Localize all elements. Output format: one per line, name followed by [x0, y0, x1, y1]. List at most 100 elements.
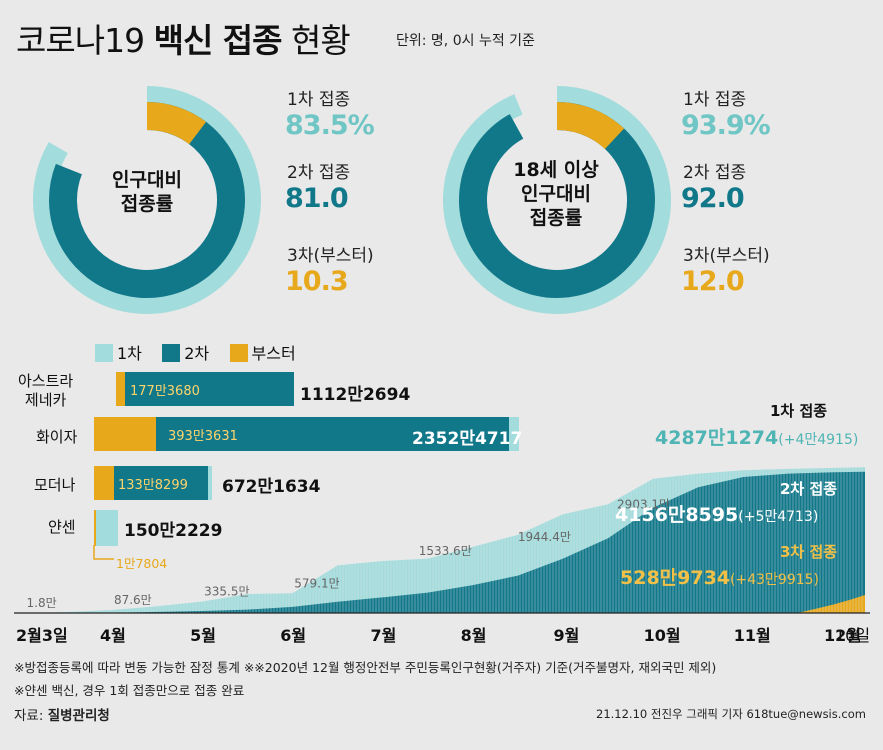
vaccine-3-total: 150만2229 [124, 521, 223, 541]
month-tick-0: 2월3일 [16, 626, 68, 645]
vaccine-0-dose2-bar [116, 372, 294, 406]
month-tick-6: 9월 [553, 626, 580, 645]
month-tick-10: 10일 [835, 626, 871, 645]
annotation-4: 1533.6만 [419, 544, 472, 558]
vaccine-2-total: 672만1634 [222, 477, 321, 497]
legend-booster-text: 부스터 [251, 344, 296, 363]
vaccine-1-dose2-bar [94, 417, 509, 451]
series-dose2-label: 2차 접종 [780, 480, 838, 498]
source: 자료: 질병관리청 [14, 704, 110, 724]
vaccine-1-booster-label: 393만3631 [168, 429, 238, 444]
vaccine-2-booster-bar [94, 466, 114, 500]
area-chart-group: 1.8만 87.6만 335.5만 579.1만 1533.6만 1944.4만 2903.… [14, 450, 870, 614]
month-tick-4: 7월 [370, 626, 397, 645]
ring-1-dose3-value: 12.0 [681, 266, 745, 297]
ring-chart-population [33, 86, 261, 314]
title-part1: 코로나19 [16, 21, 145, 60]
ring-1-dose3-label: 3차(부스터) [683, 246, 770, 266]
ring-1-name2: 인구대비 [521, 183, 591, 205]
month-tick-7: 10월 [643, 626, 681, 645]
title-part3: 현황 [291, 21, 351, 60]
month-tick-1: 4월 [99, 626, 126, 645]
series-dose1-total: 4287만1274 [655, 427, 779, 449]
cumulative-area-chart: 1.8만 87.6만 335.5만 579.1만 1533.6만 1944.4만 2903.… [14, 450, 870, 614]
vaccine-3-name: 얀센 [48, 518, 76, 536]
ring-0-dose3-value: 10.3 [285, 266, 349, 297]
ring-0-title: 인구대비 접종률 [97, 168, 197, 216]
annotation-3: 579.1만 [294, 576, 339, 590]
legend-booster-swatch [229, 344, 248, 362]
vaccine-0-name2: 제네카 [24, 391, 67, 409]
annotation-1: 87.6만 [114, 593, 152, 607]
series-dose2-change: (+5만4713) [738, 509, 819, 525]
ring-1-dose1-arc [443, 86, 671, 314]
vaccine-2-booster-label: 133만8299 [118, 478, 188, 493]
ring-1-dose2-arc [459, 102, 655, 298]
series-dose2-total: 4156만8595 [615, 504, 739, 526]
legend-dose2-text: 2차 [184, 344, 210, 363]
ring-1-dose2-value: 92.0 [681, 183, 745, 214]
series-dose1-summary: 4287만1274(+4만4915) [655, 423, 858, 450]
vaccine-0-name1: 아스트라 [18, 372, 74, 390]
ring-1-booster-arc [556, 102, 625, 150]
title-part2: 백신 접종 [153, 21, 283, 60]
ring-0-dose1-label: 1차 접종 [287, 90, 351, 110]
legend-booster: 부스터 [229, 344, 296, 363]
vaccine-3-booster-bar [94, 510, 96, 546]
vaccine-3-booster-label: 1만7804 [116, 556, 168, 571]
legend-dose1-text: 1차 [117, 344, 142, 363]
month-tick-5: 8월 [460, 626, 487, 645]
ring-0-group [33, 86, 261, 314]
source-name: 질병관리청 [47, 708, 110, 724]
vaccine-2-name: 모더나 [34, 476, 76, 494]
annotation-5: 1944.4만 [518, 530, 571, 544]
legend-dose2-swatch [162, 344, 181, 362]
series-dose3-summary: 528만9734(+43만9915) [620, 563, 819, 590]
credit: 21.12.10 전진우 그래픽 기자 618tue@newsis.com [596, 707, 866, 721]
ring-1-name: 18세 이상 [513, 159, 599, 181]
month-tick-3: 6월 [280, 626, 307, 645]
series-dose1-label: 1차 접종 [770, 402, 828, 420]
footnote-1: ※방접종등록에 따라 변동 가능한 잠정 통계 ※※2020년 12월 행정안전… [14, 660, 717, 675]
annotation-6: 2903.1만 [617, 497, 670, 511]
unit-note: 단위: 명, 0시 누적 기준 [396, 33, 535, 49]
vaccine-3-leader-line [93, 545, 114, 560]
ring-0-dose1-arc [33, 86, 261, 314]
footnote-2: ※얀센 백신, 경우 1회 접종만으로 접종 완료 [14, 683, 245, 698]
annotation-0: 1.8만 [27, 596, 57, 610]
vaccine-0-booster-bar [116, 372, 125, 406]
legend-dose1-swatch [95, 344, 113, 362]
month-tick-8: 11월 [733, 626, 771, 645]
annotation-2: 335.5만 [204, 585, 249, 599]
legend-dose2: 2차 [162, 344, 209, 363]
vaccine-1-booster-bar [94, 417, 156, 451]
vaccine-0-name: 아스트라 제네카 [18, 372, 73, 410]
ring-0-name2: 접종률 [120, 193, 174, 215]
month-axis: 2월3일 4월 5월 6월 7월 8월 9월 10월 11월 12월 10일 [0, 618, 883, 648]
month-tick-9: 12월 [823, 626, 861, 645]
legend: 1차 2차 부스터 [95, 340, 296, 364]
ring-1-title: 18세 이상 인구대비 접종률 [496, 158, 616, 230]
month-tick-2: 5월 [190, 626, 216, 645]
ring-chart-adults [443, 86, 671, 314]
ring-0-dose2-value: 81.0 [285, 183, 349, 214]
ring-0-name: 인구대비 [112, 169, 182, 191]
ring-1-name3: 접종률 [529, 207, 583, 229]
vaccine-3-dose1-bar [94, 510, 118, 546]
ring-0-booster-arc [146, 102, 207, 145]
ring-0-dose2-label: 2차 접종 [287, 163, 351, 183]
ring-1-group [443, 86, 671, 314]
area-series-1 [22, 471, 865, 613]
vaccine-1-total: 2352만4717 [412, 429, 523, 449]
source-label: 자료: [14, 708, 44, 724]
series-dose1-change: (+4만4915) [778, 432, 859, 448]
series-dose2-summary: 4156만8595(+5만4713) [615, 500, 818, 527]
vaccine-1-name: 화이자 [36, 428, 78, 446]
ring-1-dose1-value: 93.9% [681, 110, 771, 141]
ring-1-dose1-label: 1차 접종 [683, 90, 747, 110]
ring-0-dose1-value: 83.5% [285, 110, 375, 141]
ring-1-dose2-label: 2차 접종 [683, 163, 747, 183]
legend-dose1: 1차 [95, 344, 142, 363]
series-dose3-change: (+43만9915) [730, 572, 820, 588]
series-dose3-total: 528만9734 [620, 567, 731, 589]
